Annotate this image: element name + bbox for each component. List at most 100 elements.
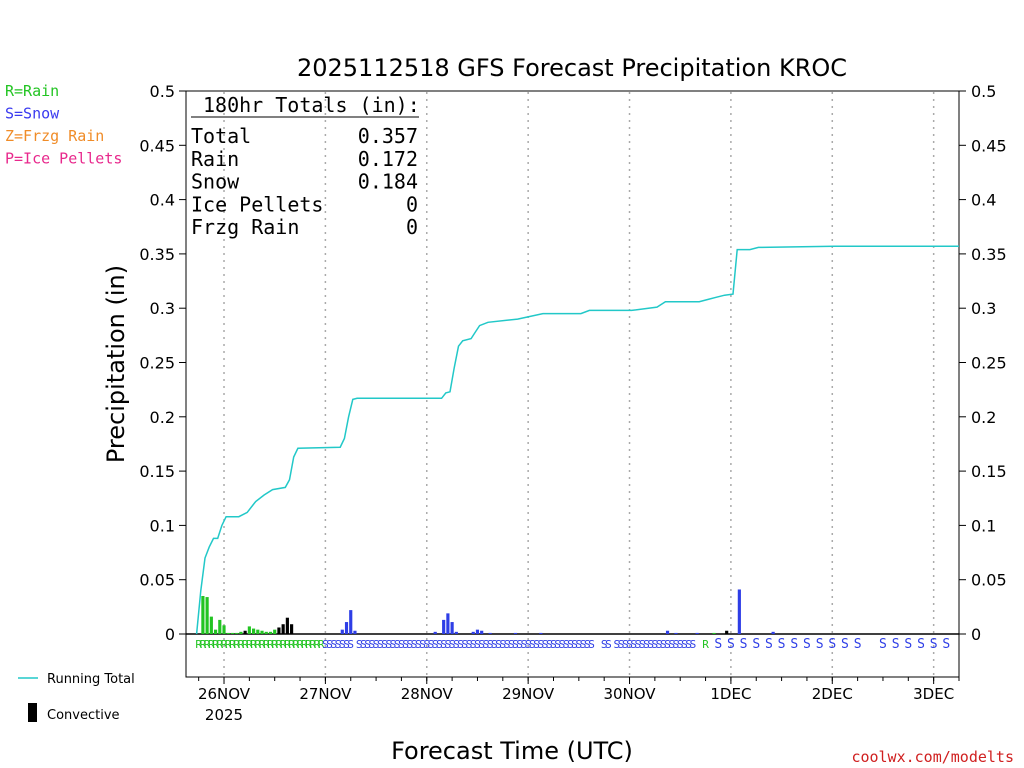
precip-type-letter: S xyxy=(854,637,862,652)
precip-type-legend: R=Rain S=Snow Z=Frzg Rain P=Ice Pellets xyxy=(5,82,122,168)
totals-box: 180hr Totals (in): Total 0.357 Rain 0.172 Sn… xyxy=(191,93,420,239)
precip-type-letter: S xyxy=(516,638,523,651)
precip-type-letter: S xyxy=(347,638,354,651)
precip-type-letter: R xyxy=(276,638,283,651)
precip-type-letter: R xyxy=(208,638,215,651)
precip-bar xyxy=(433,631,437,634)
chart-title: 2025112518 GFS Forecast Precipitation KR… xyxy=(297,54,847,82)
precip-type-letter: S xyxy=(369,638,376,651)
precip-type-letter: S xyxy=(656,638,663,651)
precip-bar xyxy=(344,622,349,634)
precip-type-letter: S xyxy=(681,638,688,651)
precip-type-letter: R xyxy=(288,638,295,651)
precip-type-letter: S xyxy=(449,638,456,651)
precip-bar xyxy=(226,632,230,634)
y-tick-label-right: 0.2 xyxy=(971,408,996,427)
precip-type-letter: S xyxy=(559,638,566,651)
totals-value: 0.184 xyxy=(358,170,418,194)
precip-bar xyxy=(450,622,454,634)
precip-bar xyxy=(695,632,699,634)
precip-type-letter: S xyxy=(402,638,409,651)
y-tick-label: 0.05 xyxy=(139,571,175,590)
precip-type-letter: S xyxy=(453,638,460,651)
precip-bar xyxy=(771,631,775,634)
x-tick-label: 29NOV xyxy=(502,685,555,703)
precip-type-letter: S xyxy=(504,638,511,651)
precip-bar xyxy=(340,629,344,634)
precip-type-letter: S xyxy=(407,638,414,651)
credit-text: coolwx.com/modelts xyxy=(851,748,1014,766)
precip-type-letter: S xyxy=(630,638,637,651)
precip-type-letter: S xyxy=(428,638,435,651)
precip-bar xyxy=(285,617,289,634)
precip-type-letter: S xyxy=(373,638,380,651)
precip-type-letter: S xyxy=(803,637,811,652)
x-tick-label: 30NOV xyxy=(603,685,656,703)
precip-type-letter: S xyxy=(647,638,654,651)
precip-type-letter: S xyxy=(331,638,338,651)
precip-type-letter: S xyxy=(841,637,849,652)
precip-type-letter: S xyxy=(423,638,430,651)
precip-type-letter: R xyxy=(305,638,312,651)
precip-type-letter: R xyxy=(301,638,308,651)
precip-type-letter: S xyxy=(580,638,587,651)
precip-type-letter: S xyxy=(343,638,350,651)
precip-type-letter: S xyxy=(584,638,591,651)
precip-type-letter: S xyxy=(635,638,642,651)
precip-type-letter: S xyxy=(639,638,646,651)
running-total-line xyxy=(195,245,959,635)
precip-type-letter: S xyxy=(360,638,367,651)
precip-type-letter: S xyxy=(816,637,824,652)
precip-bar xyxy=(539,632,543,634)
precip-type-letter: S xyxy=(411,638,418,651)
precip-bar xyxy=(665,630,670,634)
precip-bar xyxy=(277,627,281,634)
precip-type-letter: S xyxy=(904,637,912,652)
precip-bar xyxy=(353,630,357,634)
x-tick-label: 27NOV xyxy=(299,685,352,703)
year-label: 2025 xyxy=(205,706,243,724)
precip-type-letter: S xyxy=(601,638,608,651)
precip-type-letter: S xyxy=(605,638,612,651)
convective-legend-swatch xyxy=(28,703,37,722)
x-tick-label: 26NOV xyxy=(198,685,251,703)
precip-type-letter: S xyxy=(917,637,925,652)
precip-type-letter: R xyxy=(293,638,300,651)
precip-type-letter: S xyxy=(563,638,570,651)
precip-type-letter: S xyxy=(335,638,342,651)
y-tick-label: 0.2 xyxy=(150,408,175,427)
precip-type-letter: S xyxy=(499,638,506,651)
precip-type-letter: S xyxy=(385,638,392,651)
precip-bar xyxy=(471,631,475,634)
precip-type-letter: S xyxy=(445,638,452,651)
precip-type-letter: R xyxy=(702,638,709,651)
precip-bar xyxy=(454,631,458,634)
precip-type-letter: S xyxy=(322,638,329,651)
precip-type-letter: R xyxy=(263,638,270,651)
x-tick-label: 28NOV xyxy=(401,685,454,703)
precip-type-letter: S xyxy=(461,638,468,651)
precip-bar xyxy=(488,632,492,634)
type-legend-item: R=Rain xyxy=(5,82,59,100)
precip-type-letter: S xyxy=(660,638,667,651)
x-tick-label: 1DEC xyxy=(710,685,751,703)
precip-bar xyxy=(513,632,518,634)
precip-type-letter: R xyxy=(238,638,245,651)
precip-bar xyxy=(260,630,264,634)
y-tick-label: 0.4 xyxy=(150,191,175,210)
precip-type-letter: R xyxy=(246,638,253,651)
y-axis-title: Precipitation (in) xyxy=(102,265,130,463)
precip-type-letter: S xyxy=(356,638,363,651)
y-tick-label-right: 0.45 xyxy=(971,136,1007,155)
precip-type-letter: S xyxy=(626,638,633,651)
precip-type-letter: S xyxy=(521,638,528,651)
precip-type-letter: S xyxy=(457,638,464,651)
precip-type-letter: R xyxy=(250,638,257,651)
precip-type-letter: S xyxy=(673,638,680,651)
precip-bar xyxy=(273,629,277,634)
y-tick-label-right: 0.4 xyxy=(971,191,996,210)
precip-type-letter: S xyxy=(533,638,540,651)
y-axis-right: 0 0.05 0.1 0.15 0.2 0.25 0.3 0.35 0.4 0.45 0.5 xyxy=(959,82,1007,644)
precip-type-letter: S xyxy=(529,638,536,651)
precip-type-letter: R xyxy=(225,638,232,651)
